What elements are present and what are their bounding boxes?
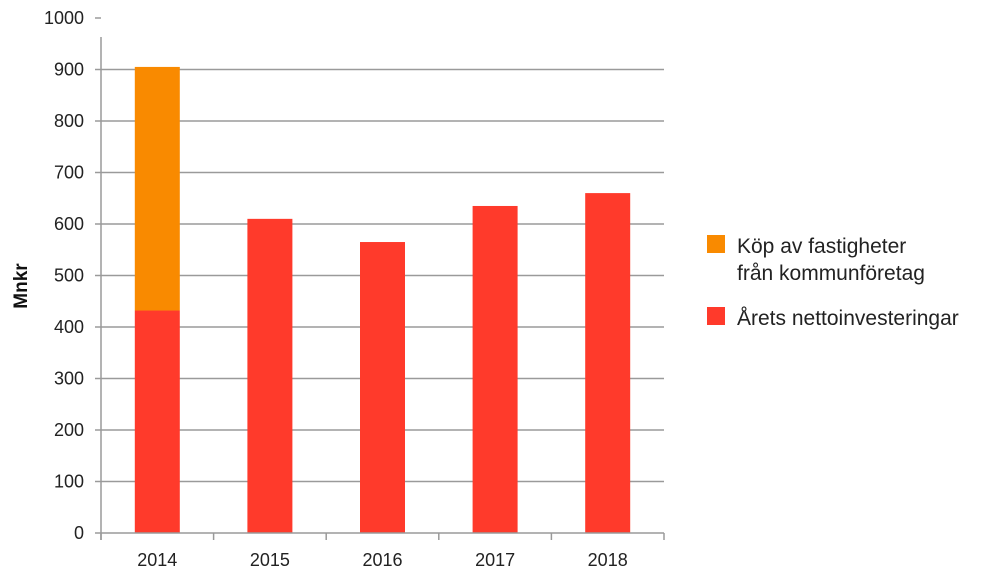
x-tick-labels: 2014 2015 2016 2017 2018 <box>137 550 627 570</box>
y-tick-labels: 0 100 200 300 400 500 600 700 800 900 1000 <box>44 8 84 543</box>
x-tick-label: 2016 <box>362 550 402 570</box>
legend-swatch <box>707 235 725 253</box>
legend-label: Årets nettoinvesteringar <box>737 307 959 330</box>
bar-segment <box>247 218 293 533</box>
y-tick-label: 800 <box>54 111 84 131</box>
y-tick-label: 200 <box>54 420 84 440</box>
legend: Köp av fastigheter från kommunföretag Året… <box>707 235 959 330</box>
legend-label: Köp av fastigheter <box>737 235 906 258</box>
axes <box>95 17 665 540</box>
y-tick-label: 0 <box>74 523 84 543</box>
x-tick-label: 2018 <box>588 550 628 570</box>
legend-label: från kommunföretag <box>737 262 925 285</box>
y-tick-label: 700 <box>54 163 84 183</box>
y-tick-label: 400 <box>54 317 84 337</box>
x-tick-label: 2017 <box>475 550 515 570</box>
y-axis-title: Mnkr <box>11 263 32 309</box>
y-tick-label: 100 <box>54 472 84 492</box>
legend-swatch <box>707 307 725 325</box>
bar-segment <box>134 66 180 311</box>
bar-segment <box>134 310 180 533</box>
bars <box>134 66 631 533</box>
y-tick-label: 600 <box>54 214 84 234</box>
y-tick-label: 300 <box>54 369 84 389</box>
x-tick-label: 2015 <box>250 550 290 570</box>
bar-segment <box>472 205 518 533</box>
bar-segment <box>360 242 405 533</box>
y-tick-label: 1000 <box>44 8 84 28</box>
y-tick-label: 500 <box>54 266 84 286</box>
bar-segment <box>585 193 631 533</box>
y-tick-label: 900 <box>54 60 84 80</box>
x-tick-label: 2014 <box>137 550 177 570</box>
